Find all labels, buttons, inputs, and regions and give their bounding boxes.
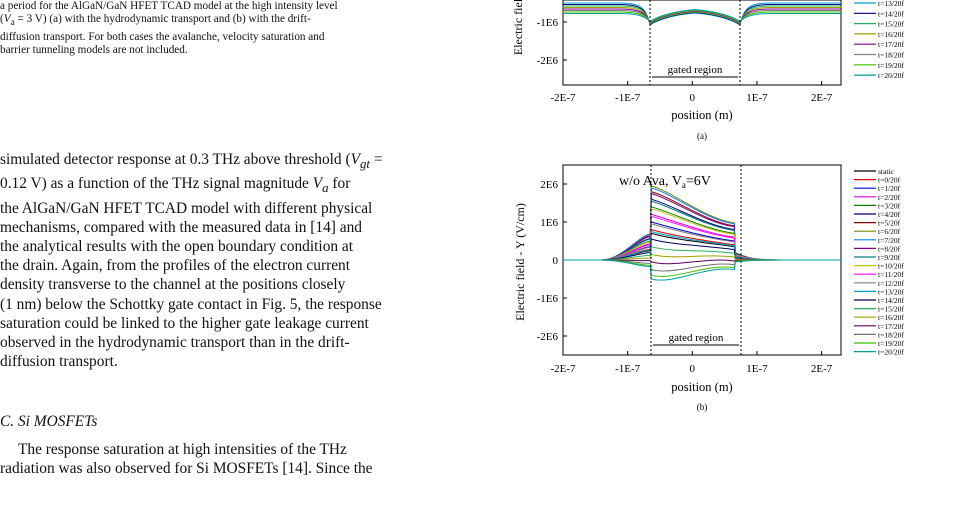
legend-entry: t=3/20f — [878, 201, 901, 210]
legend-entry: t=1/20f — [878, 184, 901, 193]
series-line — [563, 246, 841, 261]
x-ticks-b: -2E-7 -1E-7 0 1E-7 2E-7 — [550, 351, 833, 375]
paragraph-line: the analytical results with the open bou… — [0, 237, 354, 255]
x-tick-label: 2E-7 — [811, 92, 833, 104]
paragraph-line: diffusion transport. — [0, 353, 118, 371]
legend-entry: t=5/20f — [878, 219, 901, 228]
panel-label-a: (a) — [697, 131, 707, 141]
y-tick-label: 1E6 — [540, 217, 558, 229]
series-group-b — [563, 185, 841, 281]
x-tick-label: 1E-7 — [746, 363, 768, 375]
legend-entry: t=16/20f — [878, 313, 904, 322]
body-paragraph-2: The response saturation at high intensit… — [0, 440, 476, 478]
paragraph-line: saturation could be linked to the higher… — [0, 314, 369, 332]
legend-entry: t=20/20f — [878, 348, 904, 357]
legend-entry: t=0/20f — [878, 176, 901, 185]
series-line — [563, 259, 841, 281]
caption-line: a period for the AlGaN/GaN HFET TCAD mod… — [0, 0, 338, 12]
x-axis-label-a: position (m) — [671, 108, 732, 122]
paragraph-line: (1 nm) below the Schottky gate contact i… — [0, 295, 382, 313]
legend-entry: t=17/20f — [878, 322, 904, 331]
y-tick-label: -2E6 — [537, 55, 559, 67]
legend-entry: t=14/20f — [878, 9, 904, 18]
figure-svg: Electric field -1E6 -2E6 gated region -2… — [511, 0, 904, 412]
x-tick-label: 1E-7 — [746, 92, 768, 104]
legend-entry: t=2/20f — [878, 193, 901, 202]
caption-line: barrier tunneling models are not include… — [0, 44, 188, 57]
series-line — [563, 192, 841, 261]
plot-frame-a — [562, 0, 842, 86]
y-axis-label-a: Electric field — [511, 0, 525, 55]
paragraph-line: simulated detector response at 0.3 THz a… — [0, 151, 383, 172]
chart-panel-b: w/o Ava, Va=6V Electric field - Y (V/cm)… — [513, 164, 904, 412]
y-axis-label-b: Electric field - Y (V/cm) — [513, 203, 527, 321]
series-line — [563, 215, 841, 261]
legend-entry: t=10/20f — [878, 262, 904, 271]
legend-entry: t=15/20f — [878, 20, 904, 29]
x-tick-label: 0 — [690, 92, 696, 104]
legend-entry: t=8/20f — [878, 244, 901, 253]
legend-entry: t=9/20f — [878, 253, 901, 262]
legend-entry: t=19/20f — [878, 339, 904, 348]
x-tick-label: -1E-7 — [615, 363, 641, 375]
figure-panels: Electric field -1E6 -2E6 gated region -2… — [500, 0, 977, 503]
paragraph-line: the drain. Again, from the profiles of t… — [0, 257, 351, 275]
legend-entry: t=7/20f — [878, 236, 901, 245]
legend-entry: t=16/20f — [878, 30, 904, 39]
legend-entry: t=17/20f — [878, 40, 904, 49]
series-line — [563, 8, 841, 23]
x-tick-label: 0 — [690, 363, 696, 375]
legend-entry: t=4/20f — [878, 210, 901, 219]
figure-caption: a period for the AlGaN/GaN HFET TCAD mod… — [0, 0, 476, 58]
chart-panel-a: Electric field -1E6 -2E6 gated region -2… — [511, 0, 904, 141]
caption-line: diffusion transport. For both cases the … — [0, 31, 325, 44]
paragraph-line: the AlGaN/GaN HFET TCAD model with diffe… — [0, 199, 373, 217]
body-paragraph: simulated detector response at 0.3 THz a… — [0, 150, 476, 371]
legend-entry: t=13/20f — [878, 0, 904, 8]
series-group-a — [563, 2, 841, 26]
series-line — [563, 185, 841, 261]
chart-title-b: w/o Ava, Va=6V — [619, 174, 711, 190]
x-ticks-a: -2E-7 -1E-7 0 1E-7 2E-7 — [550, 81, 833, 104]
legend-entry: t=18/20f — [878, 51, 904, 60]
y-tick-label: -1E6 — [537, 17, 559, 29]
section-heading: C. Si MOSFETs — [0, 413, 98, 430]
legend-entry: t=6/20f — [878, 227, 901, 236]
y-ticks-b: 2E6 1E6 0 -1E6 -2E6 — [537, 179, 567, 343]
annotation-gated-region: gated region — [669, 332, 724, 344]
x-tick-label: -2E-7 — [550, 92, 576, 104]
x-axis-label-b: position (m) — [671, 380, 732, 394]
legend-entry: t=14/20f — [878, 296, 904, 305]
paragraph-line: 0.12 V) as a function of the THz signal … — [0, 175, 351, 196]
series-line — [563, 187, 841, 261]
annotation-gated-region: gated region — [668, 64, 723, 76]
series-line — [563, 253, 841, 261]
y-tick-label: -1E6 — [537, 293, 559, 305]
paragraph-line: observed in the hydrodynamic transport t… — [0, 333, 350, 351]
x-tick-label: -1E-7 — [615, 92, 641, 104]
series-line — [563, 228, 841, 261]
paragraph-line: mechanisms, compared with the measured d… — [0, 218, 362, 236]
y-tick-label: 0 — [553, 255, 559, 267]
legend-entry: t=15/20f — [878, 305, 904, 314]
legend-entry: t=19/20f — [878, 61, 904, 70]
legend-entry: t=11/20f — [878, 270, 904, 279]
panel-label-b: (b) — [697, 402, 708, 412]
paragraph-line: radiation was also observed for Si MOSFE… — [0, 460, 373, 478]
x-tick-label: -2E-7 — [550, 363, 576, 375]
legend-entry: static — [878, 167, 894, 176]
y-tick-label: 2E6 — [540, 179, 558, 191]
caption-line: (Va = 3 V) (a) with the hydrodynamic tra… — [0, 13, 311, 29]
series-line — [563, 259, 841, 277]
paragraph-line: density transverse to the channel at the… — [0, 276, 346, 294]
y-tick-label: -2E6 — [537, 331, 559, 343]
x-tick-label: 2E-7 — [811, 363, 833, 375]
legend-entry: t=13/20f — [878, 287, 904, 296]
paragraph-line: The response saturation at high intensit… — [18, 441, 347, 458]
legend-entry: t=18/20f — [878, 330, 904, 339]
legend-entry: t=12/20f — [878, 279, 904, 288]
legend-b: statict=0/20ft=1/20ft=2/20ft=3/20ft=4/20… — [854, 167, 904, 357]
legend-entry: t=20/20f — [878, 71, 904, 80]
